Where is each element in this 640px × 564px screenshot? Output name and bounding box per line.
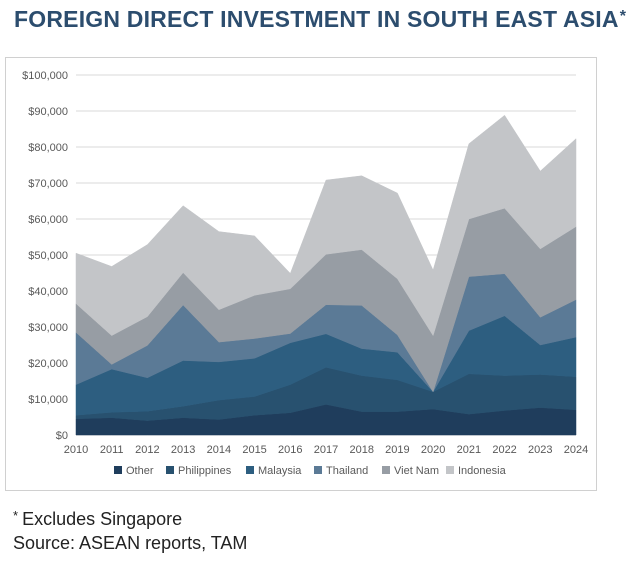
y-tick-label: $90,000 (28, 106, 68, 118)
source-note: Source: ASEAN reports, TAM (13, 533, 248, 553)
y-tick-label: $0 (56, 430, 68, 442)
area-indonesia (75, 114, 577, 337)
legend-label-malaysia: Malaysia (258, 465, 302, 477)
legend-swatch-malaysia (246, 466, 254, 474)
footnote: * Excludes Singapore (13, 508, 183, 530)
legend-swatch-viet-nam (382, 466, 390, 474)
x-tick-label: 2023 (528, 444, 552, 456)
legend-label-philippines: Philippines (178, 465, 232, 477)
legend-label-thailand: Thailand (326, 465, 368, 477)
x-tick-label: 2015 (242, 444, 266, 456)
page-title: FOREIGN DIRECT INVESTMENT IN SOUTH EAST … (14, 6, 626, 33)
x-tick-label: 2017 (314, 444, 338, 456)
y-tick-label: $70,000 (28, 178, 68, 190)
x-tick-label: 2014 (207, 444, 231, 456)
x-tick-label: 2022 (492, 444, 516, 456)
footnote-star: * (13, 508, 19, 523)
y-tick-label: $30,000 (28, 322, 68, 334)
y-tick-label: $40,000 (28, 286, 68, 298)
x-tick-label: 2013 (171, 444, 195, 456)
y-tick-label: $20,000 (28, 358, 68, 370)
x-tick-label: 2012 (135, 444, 159, 456)
footnote-text: Excludes Singapore (22, 509, 183, 529)
legend-swatch-philippines (166, 466, 174, 474)
legend-swatch-thailand (314, 466, 322, 474)
x-tick-label: 2019 (385, 444, 409, 456)
legend-label-indonesia: Indonesia (458, 465, 507, 477)
legend-label-viet-nam: Viet Nam (394, 465, 439, 477)
page-title-text: FOREIGN DIRECT INVESTMENT IN SOUTH EAST … (14, 6, 619, 32)
y-tick-label: $60,000 (28, 214, 68, 226)
y-tick-label: $50,000 (28, 250, 68, 262)
title-asterisk: * (619, 8, 627, 25)
x-tick-label: 2010 (64, 444, 88, 456)
y-tick-label: $100,000 (22, 70, 68, 82)
x-tick-label: 2018 (349, 444, 373, 456)
x-tick-label: 2016 (278, 444, 302, 456)
y-tick-label: $80,000 (28, 142, 68, 154)
y-tick-label: $10,000 (28, 394, 68, 406)
legend-label-other: Other (126, 465, 154, 477)
x-tick-label: 2024 (564, 444, 588, 456)
fdi-stacked-area-chart: $0 $10,000 $20,000 $30,000 $40,000 $50,000 $60… (22, 70, 588, 477)
x-tick-label: 2020 (421, 444, 445, 456)
legend-swatch-other (114, 466, 122, 474)
chart-frame: $0 $10,000 $20,000 $30,000 $40,000 $50,000 $60… (5, 57, 597, 491)
legend-swatch-indonesia (446, 466, 454, 474)
x-tick-label: 2021 (457, 444, 481, 456)
x-tick-label: 2011 (100, 444, 124, 456)
